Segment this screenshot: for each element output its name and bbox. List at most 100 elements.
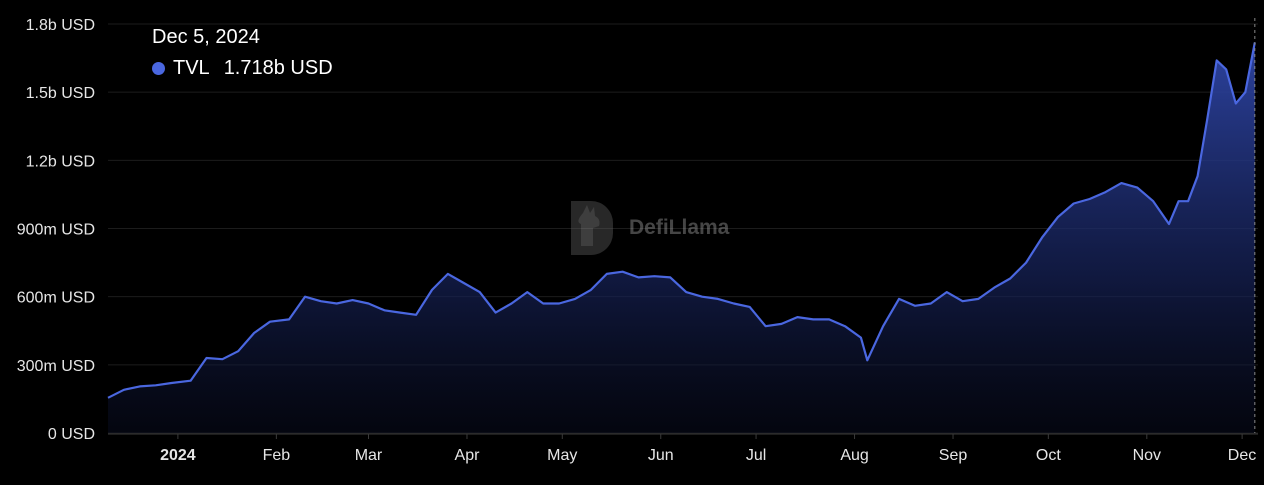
tvl-point <box>269 320 272 323</box>
tvl-point <box>1120 182 1123 185</box>
tvl-point <box>1072 202 1075 205</box>
x-tick-label: Mar <box>355 447 383 464</box>
tvl-line <box>107 42 1256 399</box>
tvl-point <box>1088 197 1091 200</box>
tvl-point <box>589 288 592 291</box>
tvl-point <box>1215 59 1218 62</box>
tvl-point <box>993 286 996 289</box>
tvl-point <box>367 302 370 305</box>
tooltip-date: Dec 5, 2024 <box>152 26 260 48</box>
tooltip-series-name: TVL <box>173 57 210 79</box>
tvl-point <box>780 322 783 325</box>
tvl-point <box>764 325 767 328</box>
tvl-point <box>961 300 964 303</box>
tvl-point <box>945 291 948 294</box>
tvl-point <box>1040 236 1043 239</box>
x-tick-label: Jul <box>746 447 766 464</box>
tvl-point <box>288 318 291 321</box>
x-tick-label: 2024 <box>160 447 196 464</box>
tvl-point <box>170 382 173 385</box>
tvl-point <box>685 291 688 294</box>
x-axis: 2024 Feb Mar Apr May Jun Jul Aug Sep Oct Nov Dec <box>108 433 1258 464</box>
x-tick-label: May <box>547 447 577 464</box>
tvl-point <box>1234 102 1237 105</box>
tvl-point <box>828 318 831 321</box>
tvl-point <box>558 302 561 305</box>
y-tick-label: 0 USD <box>48 426 95 443</box>
y-tick-label: 1.2b USD <box>26 153 95 170</box>
tvl-point <box>621 270 624 273</box>
tvl-point <box>1104 191 1107 194</box>
y-tick-label: 1.5b USD <box>26 85 95 102</box>
tvl-point <box>189 379 192 382</box>
watermark-text: DefiLlama <box>629 216 730 239</box>
tvl-point <box>221 358 224 361</box>
series-dot-icon <box>152 62 165 75</box>
tvl-point <box>913 304 916 307</box>
llama-logo-icon <box>571 201 613 255</box>
tvl-point <box>446 272 449 275</box>
tvl-point <box>494 311 497 314</box>
tvl-point <box>303 295 306 298</box>
x-tick-label: Feb <box>263 447 291 464</box>
tvl-area <box>108 42 1255 433</box>
tvl-point <box>138 385 141 388</box>
x-tick-label: Oct <box>1036 447 1061 464</box>
tvl-point <box>237 350 240 353</box>
tvl-point <box>1206 118 1209 121</box>
tvl-point <box>1244 91 1247 94</box>
tvl-point <box>154 384 157 387</box>
tvl-point <box>478 291 481 294</box>
y-axis: 0 USD 300m USD 600m USD 900m USD 1.2b USD 1.5… <box>17 17 95 443</box>
tvl-point <box>898 297 901 300</box>
tvl-point <box>383 309 386 312</box>
tvl-point <box>977 297 980 300</box>
y-tick-label: 900m USD <box>17 222 95 239</box>
y-tick-label: 300m USD <box>17 358 95 375</box>
tvl-point <box>669 276 672 279</box>
tvl-point <box>929 302 932 305</box>
tvl-point <box>859 336 862 339</box>
tvl-point <box>701 295 704 298</box>
tvl-point <box>1025 261 1028 264</box>
tvl-point <box>1152 200 1155 203</box>
tvl-point <box>1187 200 1190 203</box>
tvl-point <box>732 302 735 305</box>
chart-tooltip: Dec 5, 2024 TVL 1.718b USD <box>152 22 333 84</box>
tooltip-row: TVL 1.718b USD <box>152 53 333 84</box>
tvl-point <box>1225 68 1228 71</box>
tvl-point <box>1196 175 1199 178</box>
tvl-point <box>1056 216 1059 219</box>
x-tick-label: Jun <box>648 447 674 464</box>
x-tick-label: Nov <box>1133 447 1161 464</box>
x-tick-label: Apr <box>455 447 481 464</box>
x-tick-label: Aug <box>840 447 868 464</box>
x-tick-label: Sep <box>939 447 968 464</box>
tvl-point <box>882 325 885 328</box>
tvl-point <box>253 332 256 335</box>
tvl-point <box>526 291 529 294</box>
tvl-point <box>716 297 719 300</box>
tvl-point <box>1009 277 1012 280</box>
tvl-point <box>431 288 434 291</box>
tvl-point <box>510 302 513 305</box>
tvl-point <box>351 299 354 302</box>
tvl-point <box>462 282 465 285</box>
defillama-watermark: DefiLlama <box>565 197 729 259</box>
tvl-point <box>1253 41 1256 44</box>
tvl-point <box>335 302 338 305</box>
tooltip-value: 1.718b USD <box>223 57 333 79</box>
tvl-point <box>866 359 869 362</box>
tvl-point <box>415 313 418 316</box>
tvl-point <box>542 302 545 305</box>
tvl-point <box>122 388 125 391</box>
tvl-point <box>637 276 640 279</box>
tvl-point <box>796 316 799 319</box>
tvl-point <box>812 318 815 321</box>
tvl-point <box>399 311 402 314</box>
y-tick-label: 600m USD <box>17 290 95 307</box>
tvl-point <box>748 305 751 308</box>
tvl-point <box>107 396 110 399</box>
tvl-point <box>205 357 208 360</box>
